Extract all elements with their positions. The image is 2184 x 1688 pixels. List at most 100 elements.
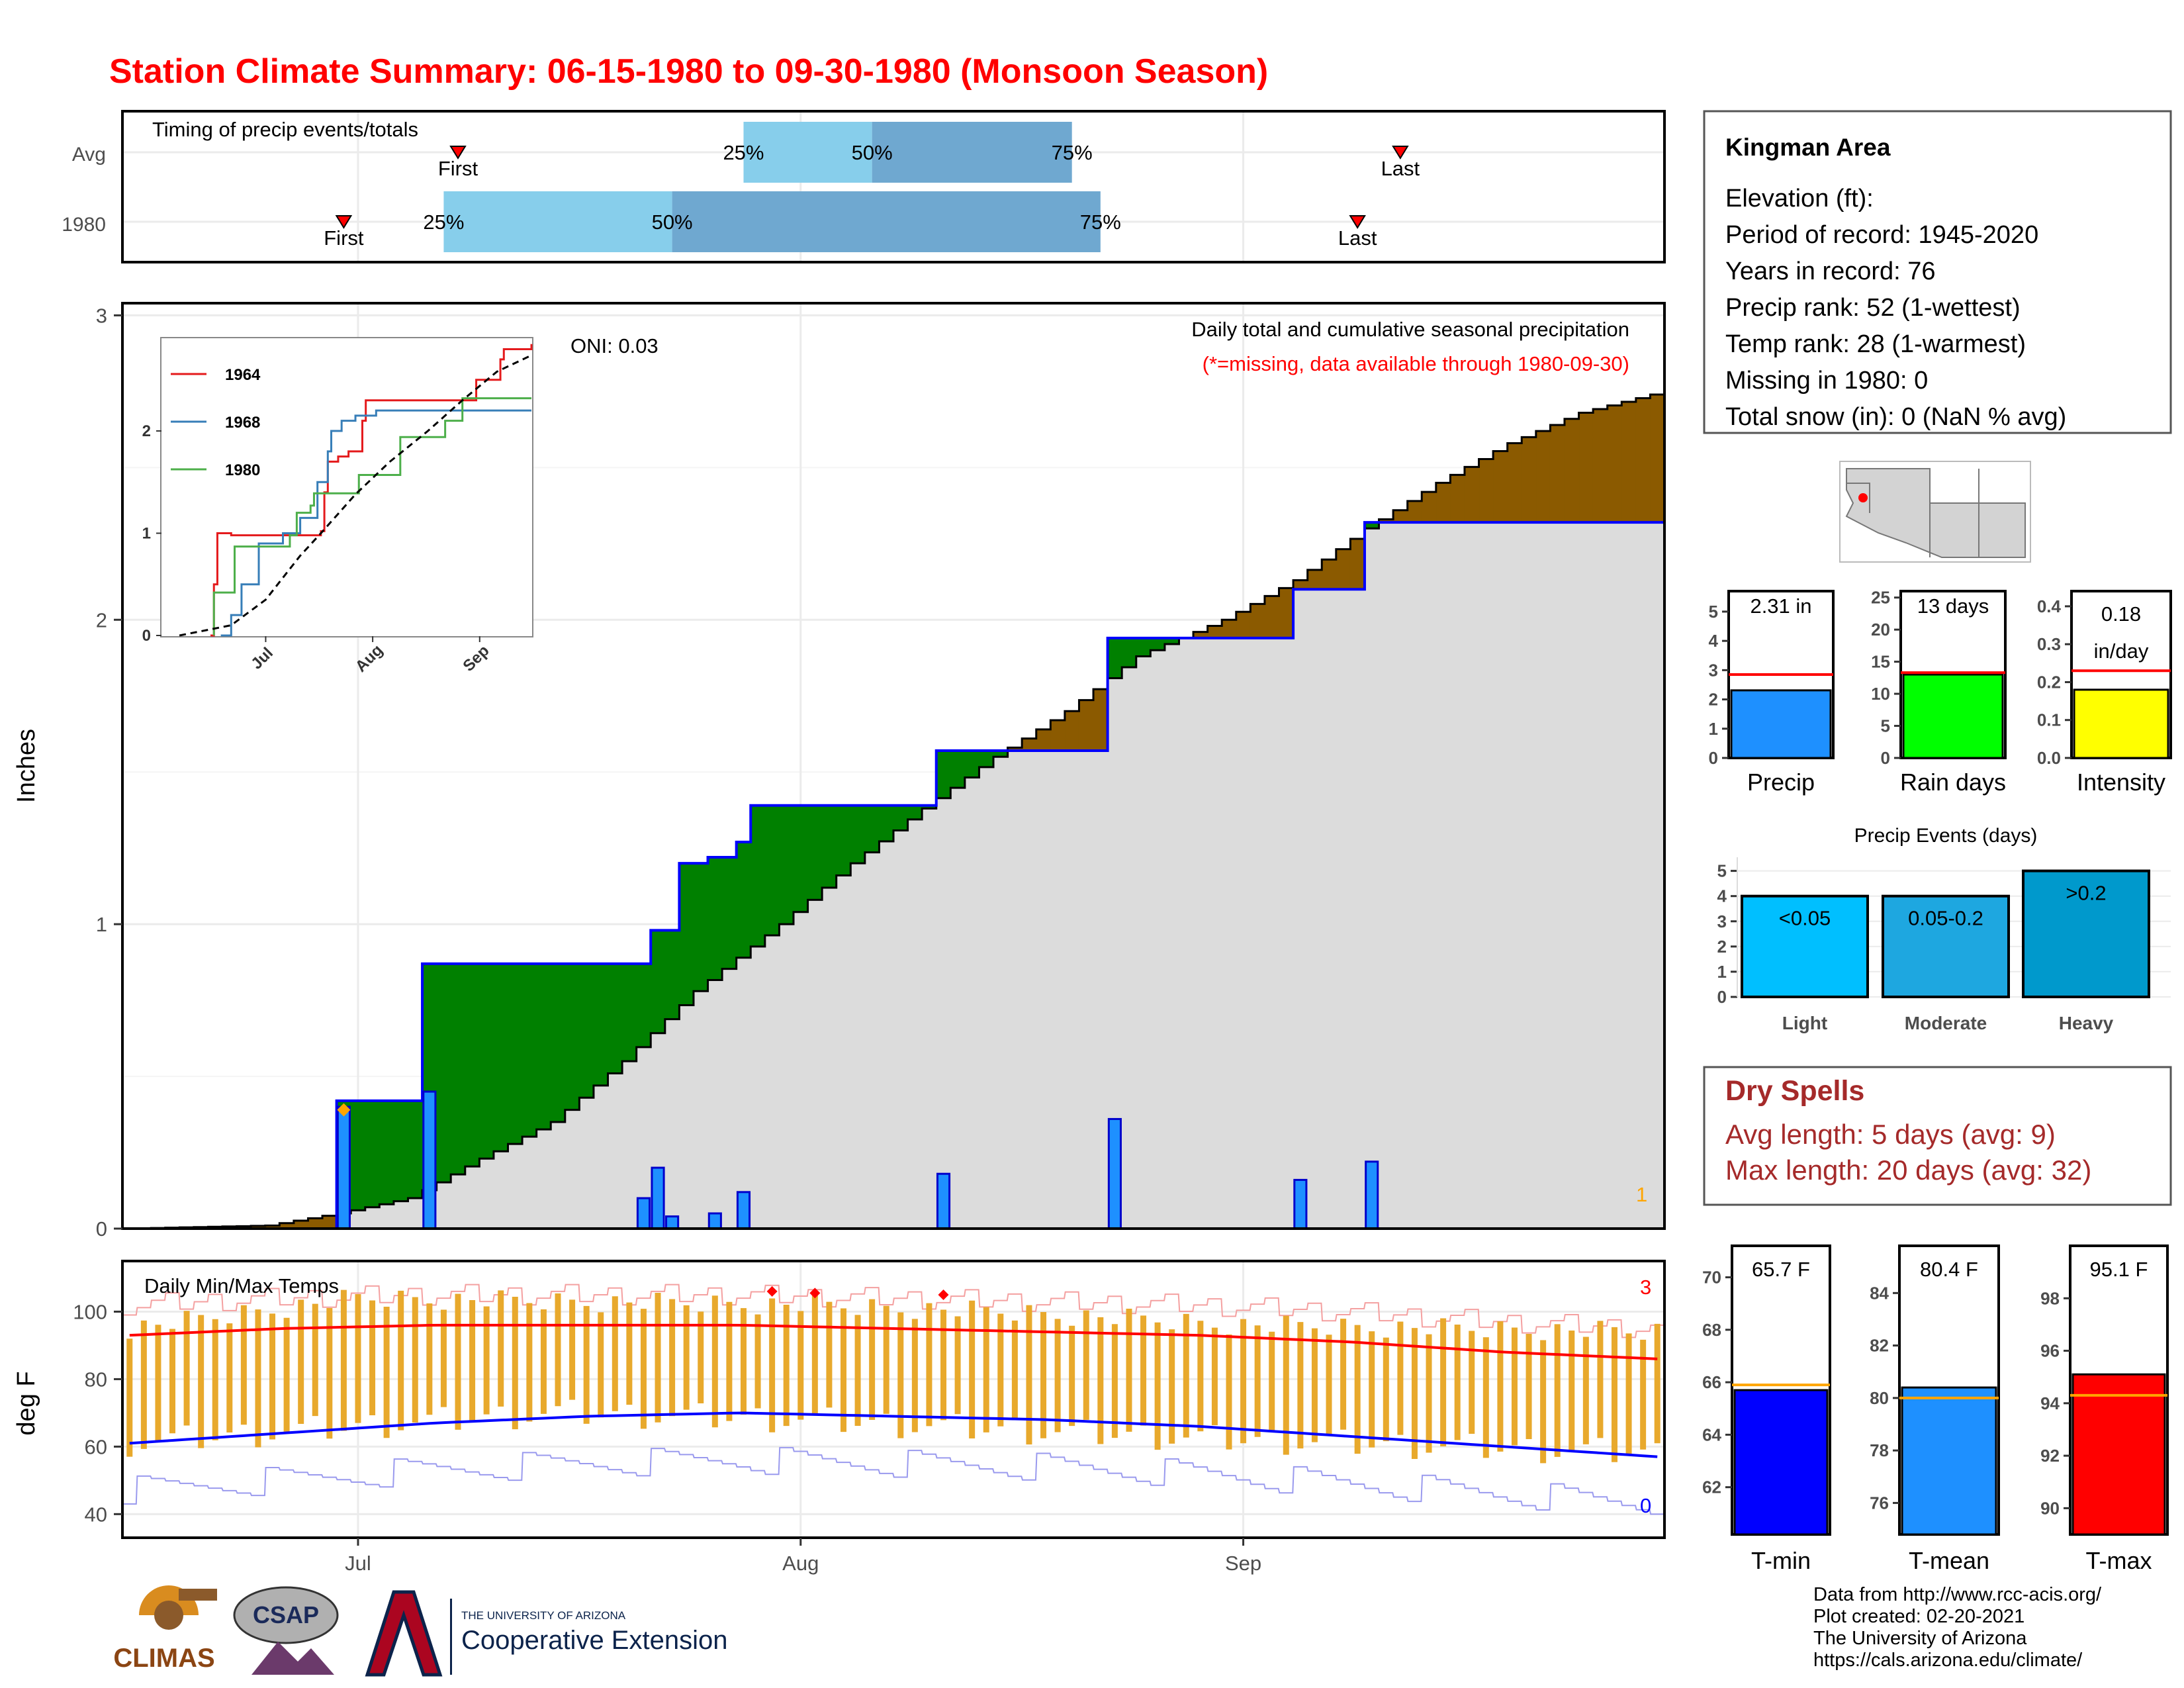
precip-count: 1 <box>1636 1183 1647 1206</box>
oni-label: ONI: 0.03 <box>570 334 659 357</box>
info-line-temp-rank: Temp rank: 28 (1-warmest) <box>1725 330 2026 358</box>
events-bar-Heavy <box>2022 869 2150 998</box>
minibar-name-Intensity: Intensity <box>2077 769 2165 796</box>
avg-tmax-line <box>129 1323 1658 1360</box>
timing-q-label-1-2: 75% <box>1080 211 1121 234</box>
info-line-snow: Total snow (in): 0 (NaN % avg) <box>1725 403 2066 431</box>
temp-ytick-label: 80 <box>85 1368 107 1391</box>
max-daily-marker <box>337 1103 351 1117</box>
info-box-frame <box>1703 110 2172 434</box>
daily-precip-bar-10 <box>1365 1160 1379 1230</box>
daily-precip-bar-7 <box>936 1172 951 1230</box>
minibar-ytick-label: 25 <box>1871 588 1890 608</box>
tempbar-ytick-label: 82 <box>1870 1336 1889 1356</box>
seasonal-temp-bars: 62 64 66 68 70 65.7 F T-min 76 78 80 82 84 80.4 F T-m… <box>1702 1244 2169 1574</box>
events-ytick-label: 0 <box>1717 987 1727 1007</box>
inset-series-line-1980 <box>212 397 531 635</box>
temp-panel-border <box>121 1260 1666 1539</box>
average-cumulative-line <box>122 393 1664 1230</box>
record-low-envelope <box>122 1446 1664 1515</box>
timing-q-label-0-1: 50% <box>852 141 893 164</box>
minibar-ytick-label: 20 <box>1871 620 1890 639</box>
dry-spells-title: Dry Spells <box>1725 1075 1864 1107</box>
daily-precip-bar-9 <box>1293 1178 1308 1230</box>
minibar-ytick-label: 0 <box>1881 748 1890 768</box>
tempbar-ytick-label: 62 <box>1702 1477 1721 1497</box>
observed-cumulative-line <box>122 521 1664 1230</box>
dry-spells-box: Dry Spells Avg length: 5 days (avg: 9) M… <box>1703 1066 2172 1206</box>
timing-last-label-1: Last <box>1338 226 1377 250</box>
locator-map <box>1839 461 2031 563</box>
record-low-count: 0 <box>1640 1494 1651 1517</box>
timing-bars: 25% 50% 75% First Last 25% 50% 75% First Last <box>324 122 1420 252</box>
ua-a-mark-icon <box>365 1590 443 1677</box>
climas-logo-text: CLIMAS <box>113 1644 214 1673</box>
minibar-ytick-label: 0.0 <box>2037 748 2061 768</box>
legend-label-1968: 1968 <box>225 414 260 432</box>
tempbar-name-T-max: T-max <box>2085 1547 2152 1574</box>
precip-events-title: Precip Events (days) <box>1854 825 2038 847</box>
inset-ytick-label: 0 <box>142 627 151 645</box>
events-category-Light: Light <box>1782 1013 1827 1033</box>
temp-ytick-label: 40 <box>85 1503 107 1526</box>
timing-row-avg: Avg <box>72 144 106 165</box>
minibar-value-label-Precip: 2.31 in <box>1750 594 1811 618</box>
tempbar-name-T-min: T-min <box>1751 1547 1811 1574</box>
precip-events-chart: Precip Events (days) 0 1 2 3 4 5 <0.05 Light 0.0… <box>1698 825 2171 1033</box>
month-tick-label: Aug <box>782 1552 819 1575</box>
precip-ytick-label: 1 <box>96 913 107 936</box>
credit-plot-created: Plot created: 02-20-2021 <box>1813 1606 2025 1627</box>
events-ytick-label: 2 <box>1717 937 1727 957</box>
dry-spells-avg: Avg length: 5 days (avg: 9) <box>1725 1119 2056 1150</box>
temp-panel-frame <box>122 1261 1664 1538</box>
info-line-missing: Missing in 1980: 0 <box>1725 367 1928 395</box>
precip-events-plot: 0 1 2 3 4 5 <0.05 Light 0.05-0.2 Moderate >0.2 Heav… <box>1717 857 2171 1033</box>
csap-cloud-icon <box>233 1586 339 1644</box>
seasonal-mini-bars: 0 1 2 3 4 5 2.31 in Precip 0 5 10 15 20 25 13 days Rain… <box>1709 588 2172 796</box>
tempbar-ytick-label: 70 <box>1702 1268 1721 1288</box>
legend-label-1980: 1980 <box>225 461 260 479</box>
climas-bar <box>179 1589 217 1601</box>
daily-precip-bar-0 <box>336 1105 351 1230</box>
timing-bar-q25-1 <box>443 191 672 252</box>
minibar-ytick-label: 0.2 <box>2037 672 2061 692</box>
timing-last-label-0: Last <box>1381 157 1420 180</box>
events-bar-label-Moderate: 0.05-0.2 <box>1908 907 1983 930</box>
timing-bar-q50-1 <box>672 191 1101 252</box>
timing-q-label-1-1: 50% <box>652 211 693 234</box>
map-state-borders <box>1846 469 2025 557</box>
info-line-precip-rank: Precip rank: 52 (1-wettest) <box>1725 294 2021 322</box>
tempbar-value-label-T-mean: 80.4 F <box>1920 1258 1978 1281</box>
timing-last-marker-1 <box>1349 215 1366 229</box>
minibar-ytick-label: 0 <box>1709 748 1718 768</box>
temp-data <box>122 1284 1664 1515</box>
dry-spells-max: Max length: 20 days (avg: 32) <box>1725 1154 2091 1186</box>
daily-precip-bar-6 <box>736 1191 751 1230</box>
inset-frame <box>160 337 533 637</box>
credit-data-source: Data from http://www.rcc-acis.org/ <box>1813 1584 2102 1605</box>
precip-panel: 0 1 2 3 Inches ONI: 0.03 Daily total and cu… <box>13 302 1666 1241</box>
climas-sun-center <box>154 1601 183 1630</box>
minibar-value-label-Intensity: in/day <box>2094 639 2149 663</box>
timing-bar-q25-0 <box>743 122 872 183</box>
credit-url: https://cals.arizona.edu/climate/ <box>1813 1650 2083 1671</box>
tempbar-ytick-label: 90 <box>2040 1498 2060 1518</box>
events-ytick-label: 1 <box>1717 962 1727 982</box>
minibar-ytick-label: 0.4 <box>2037 596 2062 616</box>
minibar-ytick-label: 5 <box>1709 602 1718 622</box>
timing-last-marker-0 <box>1392 146 1409 160</box>
info-line-period: Period of record: 1945-2020 <box>1725 221 2038 249</box>
record-high-marker-1 <box>809 1288 821 1299</box>
temp-label: Daily Min/Max Temps <box>144 1274 339 1297</box>
minibar-ytick-label: 2 <box>1709 690 1718 710</box>
precip-ytick-label: 0 <box>96 1217 107 1241</box>
minibar-ytick-label: 3 <box>1709 660 1718 680</box>
minibar-ytick-label: 4 <box>1709 631 1719 651</box>
minibar-ytick-label: 0.1 <box>2037 710 2061 730</box>
timing-first-label-0: First <box>438 157 478 180</box>
tempbar-ytick-label: 66 <box>1702 1372 1721 1392</box>
timing-q-label-0-0: 25% <box>723 141 764 164</box>
temp-y-label: deg F <box>13 1371 40 1435</box>
minibar-ytick-label: 0.3 <box>2037 634 2061 654</box>
dry-spells-frame <box>1703 1066 2172 1206</box>
